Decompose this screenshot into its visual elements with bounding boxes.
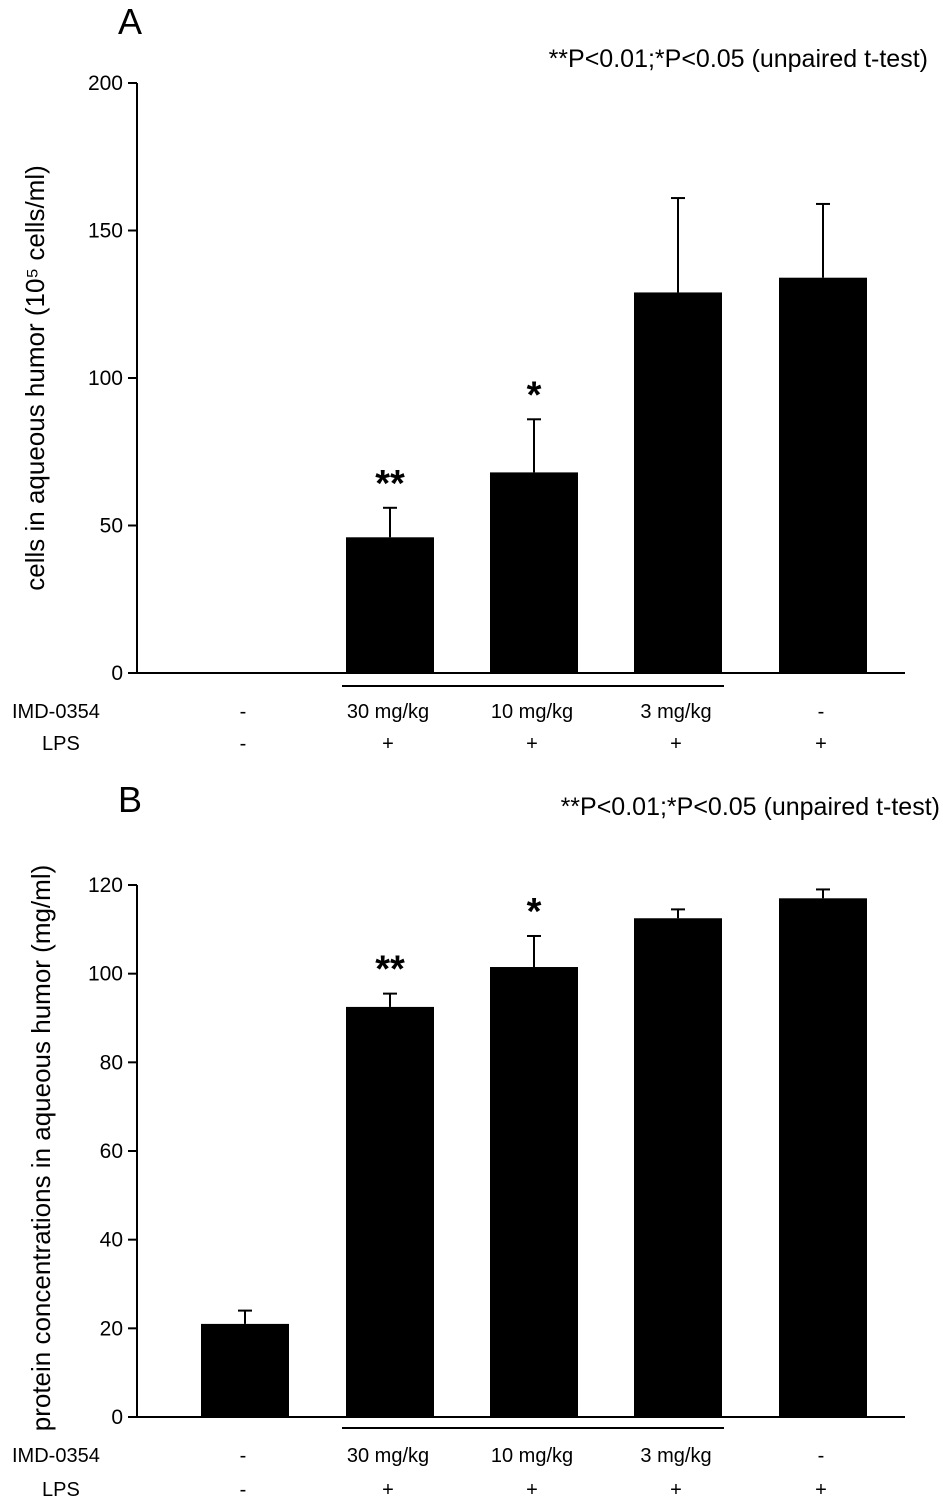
y-tick-label: 100	[88, 367, 123, 390]
y-tick-label: 20	[100, 1317, 123, 1340]
y-axis-label: cells in aqueous humor (10⁵ cells/ml)	[20, 165, 50, 591]
bar	[490, 967, 578, 1417]
bar	[490, 472, 578, 673]
y-tick-label: 150	[88, 220, 123, 243]
y-tick-label: 120	[88, 874, 123, 897]
imd-dose-label: 10 mg/kg	[491, 1445, 573, 1467]
lps-label: +	[382, 733, 394, 755]
y-tick-label: 0	[111, 662, 123, 685]
imd-dose-label: 3 mg/kg	[640, 701, 711, 723]
y-axis-label: protein concentrations in aqueous humor …	[26, 865, 56, 1432]
significance-note: **P<0.01;*P<0.05 (unpaired t-test)	[561, 793, 940, 821]
lps-label: +	[815, 733, 827, 755]
bar	[779, 898, 867, 1417]
lps-label: +	[815, 1479, 827, 1500]
lps-label: +	[526, 733, 538, 755]
y-tick-label: 60	[100, 1140, 123, 1163]
panel-letter: A	[118, 1, 142, 42]
imd-dose-label: 30 mg/kg	[347, 701, 429, 723]
imd-dose-label: 30 mg/kg	[347, 1445, 429, 1467]
bar	[634, 292, 722, 673]
significance-marker: *	[527, 891, 542, 933]
y-tick-label: 0	[111, 1406, 123, 1429]
bar	[779, 277, 867, 673]
significance-marker: *	[527, 374, 542, 416]
lps-label: +	[382, 1479, 394, 1500]
bar	[634, 918, 722, 1417]
lps-label: +	[670, 1479, 682, 1500]
bar	[346, 1006, 434, 1417]
lps-label: -	[240, 733, 247, 755]
row-label-imd: IMD-0354	[12, 701, 100, 723]
panel-letter: B	[118, 779, 142, 820]
bar	[201, 1323, 289, 1417]
imd-dose-label: -	[240, 1445, 247, 1467]
y-tick-label: 50	[100, 515, 123, 538]
y-tick-label: 40	[100, 1229, 123, 1252]
row-label-lps: LPS	[42, 733, 80, 755]
y-tick-label: 200	[88, 72, 123, 95]
lps-label: -	[240, 1479, 247, 1500]
panel-b: B **P<0.01;*P<0.05 (unpaired t-test) 0 20 40…	[0, 760, 943, 1500]
lps-label: +	[526, 1479, 538, 1500]
imd-dose-label: 10 mg/kg	[491, 701, 573, 723]
chart-b: B **P<0.01;*P<0.05 (unpaired t-test) 0 20 40…	[12, 779, 940, 1500]
significance-note: **P<0.01;*P<0.05 (unpaired t-test)	[549, 45, 928, 73]
lps-label: +	[670, 733, 682, 755]
y-tick-label: 80	[100, 1051, 123, 1074]
imd-dose-label: -	[818, 701, 825, 723]
significance-marker: **	[375, 463, 405, 505]
imd-dose-label: 3 mg/kg	[640, 1445, 711, 1467]
significance-marker: **	[375, 949, 405, 991]
imd-dose-label: -	[818, 1445, 825, 1467]
panel-a: A **P<0.01;*P<0.05 (unpaired t-test) 0 50 10…	[12, 1, 928, 755]
row-label-lps: LPS	[42, 1479, 80, 1500]
row-label-imd: IMD-0354	[12, 1445, 100, 1467]
bar	[346, 537, 434, 673]
chart-a: A **P<0.01;*P<0.05 (unpaired t-test) 0 50 10…	[12, 1, 928, 755]
imd-dose-label: -	[240, 701, 247, 723]
y-tick-label: 100	[88, 963, 123, 986]
